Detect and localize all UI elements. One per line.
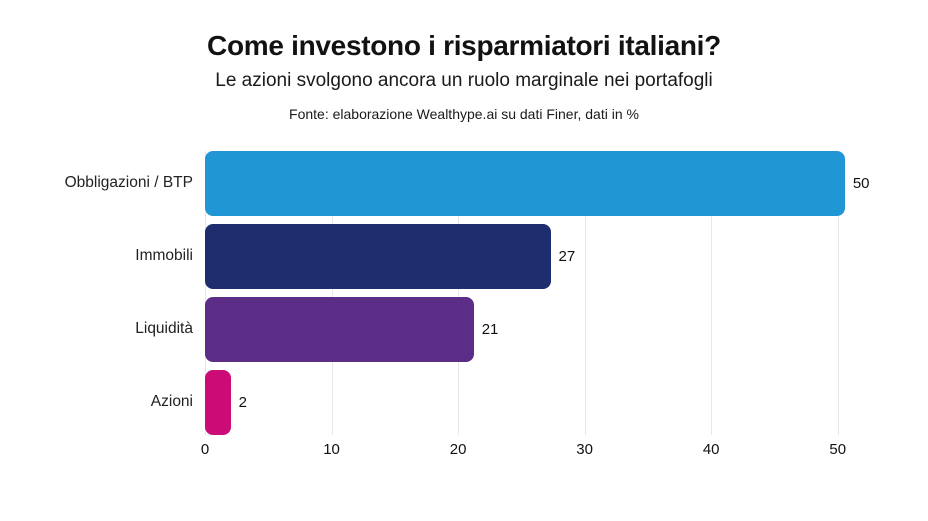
category-label: Obbligazioni / BTP: [64, 174, 193, 192]
bar-rows: Obbligazioni / BTP 50 Immobili 27 Liquidità 2…: [0, 150, 928, 435]
category-label: Immobili: [135, 247, 193, 265]
gridline-20: [458, 150, 460, 435]
bar-chart: Obbligazioni / BTP 50 Immobili 27 Liquidità 2…: [0, 150, 928, 463]
chart-header: Come investono i risparmiatori italiani?…: [0, 0, 928, 122]
gridline-0: [205, 150, 206, 435]
x-tick-label: 20: [449, 440, 467, 458]
bar-row: Obbligazioni / BTP 50: [0, 150, 928, 216]
x-tick-label: 40: [702, 440, 720, 458]
gridline-50: [837, 150, 839, 435]
bar: [205, 296, 474, 362]
value-label: 2: [238, 393, 247, 411]
x-tick-label: 50: [829, 440, 847, 458]
bar: [205, 223, 551, 289]
x-tick-label: 10: [323, 440, 340, 458]
category-label: Azioni: [150, 393, 193, 411]
gridline-10: [331, 150, 333, 435]
bar: [205, 369, 231, 435]
bar: [205, 150, 845, 216]
gridlines: [205, 150, 920, 435]
bar-row: Immobili 27: [0, 223, 928, 289]
x-tick-label: 30: [576, 440, 593, 458]
chart-source-note: Fonte: elaborazione Wealthype.ai su dati…: [289, 105, 639, 122]
chart-subtitle: Le azioni svolgono ancora un ruolo margi…: [215, 70, 713, 91]
plot-area: 27: [205, 223, 928, 289]
x-tick-label: 0: [200, 440, 210, 458]
plot-area: 21: [205, 296, 928, 362]
chart-title: Come investono i risparmiatori italiani?: [207, 30, 721, 61]
value-label: 27: [558, 247, 576, 265]
bar-row: Liquidità 21: [0, 296, 928, 362]
x-axis: 0 10 20 30 40 50: [201, 440, 920, 463]
gridline-30: [584, 150, 586, 435]
plot-area: 2: [205, 369, 928, 435]
category-label: Liquidità: [135, 320, 193, 338]
value-label: 21: [481, 320, 499, 338]
plot-area: 50: [205, 150, 928, 216]
value-label: 50: [852, 174, 870, 192]
gridline-40: [711, 150, 713, 435]
bar-row: Azioni 2: [0, 369, 928, 435]
